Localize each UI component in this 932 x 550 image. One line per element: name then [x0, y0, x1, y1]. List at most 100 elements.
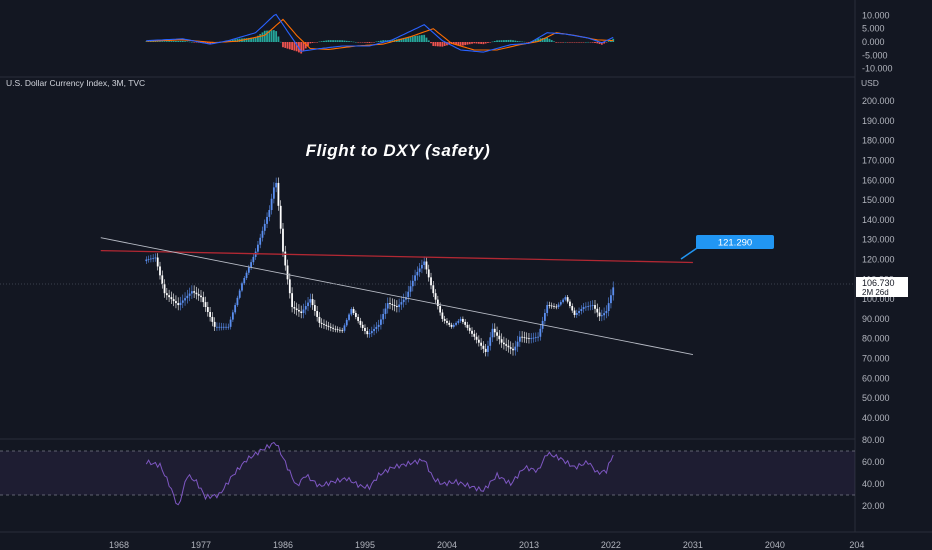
candle-body — [607, 303, 610, 312]
candle-body — [386, 303, 389, 309]
candle-body — [375, 326, 378, 329]
candle-body — [400, 302, 403, 305]
macd-histogram-bar — [272, 30, 275, 42]
candle-body — [448, 322, 451, 325]
macd-histogram-bar — [468, 42, 471, 45]
macd-histogram-bar — [459, 42, 462, 46]
candle-body — [222, 326, 225, 328]
candle-body — [261, 230, 264, 238]
target-badge[interactable] — [696, 235, 774, 249]
candle-body — [154, 257, 157, 259]
candle-body — [491, 328, 494, 338]
candle-body — [245, 272, 248, 279]
macd-histogram-bar — [302, 42, 305, 51]
macd-histogram-bar — [553, 41, 555, 42]
candle-body — [480, 342, 483, 346]
candle-body — [493, 328, 496, 333]
descending-trend-line[interactable] — [100, 237, 694, 356]
candle-body — [181, 300, 184, 303]
candle-body — [318, 316, 321, 323]
candle-body — [368, 333, 371, 335]
candle-body — [247, 267, 250, 273]
macd-histogram-bar — [345, 40, 348, 42]
macd-histogram-bar — [425, 37, 428, 42]
macd-histogram-bar — [284, 42, 287, 48]
price-candles — [145, 177, 615, 357]
macd-histogram-bar — [186, 41, 189, 42]
rsi-tick-label: 60.00 — [862, 457, 885, 467]
macd-histogram-bar — [318, 41, 321, 43]
macd-histogram-bar — [416, 35, 419, 42]
candle-body — [518, 336, 521, 342]
price-tick-label: 50.000 — [862, 393, 890, 403]
candle-body — [161, 275, 164, 285]
macd-histogram-bar — [607, 41, 610, 42]
macd-histogram-bar — [482, 42, 485, 45]
candle-body — [441, 312, 444, 319]
candle-body — [268, 210, 271, 217]
macd-histogram-bar — [514, 40, 517, 42]
candle-body — [272, 187, 275, 199]
candle-body — [257, 244, 259, 252]
time-tick-label: 1968 — [109, 540, 129, 550]
candle-body — [186, 295, 189, 299]
candle-body — [384, 308, 387, 314]
candle-body — [509, 347, 512, 349]
macd-histogram-bar — [332, 40, 334, 42]
macd-histogram-bar — [172, 41, 175, 42]
price-tick-label: 90.000 — [862, 314, 890, 324]
macd-histogram-bar — [432, 42, 435, 46]
candle-body — [482, 345, 485, 349]
candle-body — [571, 306, 574, 311]
time-axis[interactable]: 1968 1977 1986 1995 2004 2013 2022 2031 2040 204 — [109, 540, 864, 550]
annotation-title[interactable]: Flight to DXY (safety) — [306, 141, 491, 160]
candle-body — [172, 299, 175, 302]
target-label: 121.290 — [718, 238, 752, 249]
candle-body — [329, 326, 332, 328]
candle-body — [425, 261, 428, 270]
macd-histogram-bar — [423, 34, 426, 42]
macd-histogram-bar — [521, 41, 524, 43]
macd-histogram-bar — [323, 40, 325, 42]
candle-body — [288, 279, 291, 294]
macd-histogram-bar — [537, 38, 539, 42]
macd-histogram-bar — [259, 34, 262, 42]
macd-histogram-bar — [375, 41, 378, 43]
candle-body — [325, 324, 328, 326]
macd-histogram-bar — [496, 40, 498, 42]
candle-body — [327, 325, 330, 327]
candle-body — [202, 297, 205, 303]
candle-body — [168, 295, 171, 298]
candle-body — [343, 325, 346, 331]
rsi-axis[interactable]: 80.00 60.00 40.00 20.00 — [862, 435, 885, 511]
macd-histogram-bar — [571, 42, 574, 43]
candle-body — [471, 330, 473, 334]
candle-body — [466, 324, 469, 328]
macd-histogram-bar — [177, 41, 180, 42]
macd-histogram-bar — [448, 42, 451, 45]
macd-axis[interactable]: 10.000 5.000 0.000 -5.000 -10.000 — [862, 10, 893, 73]
macd-histogram-bar — [357, 42, 360, 43]
macd-histogram-bar — [505, 40, 508, 42]
macd-histogram-bar — [179, 40, 182, 42]
candle-body — [430, 277, 432, 286]
candle-body — [573, 310, 576, 315]
candle-body — [200, 295, 202, 298]
resistance-line[interactable] — [100, 249, 693, 264]
price-tick-label: 70.000 — [862, 354, 890, 364]
macd-histogram-bar — [443, 42, 446, 46]
macd-histogram-bar — [327, 40, 330, 42]
candle-body — [357, 316, 360, 321]
macd-histogram-bar — [336, 40, 339, 42]
candle-body — [502, 342, 505, 345]
rsi-band — [0, 451, 855, 495]
candle-body — [234, 305, 237, 313]
candle-body — [534, 337, 537, 339]
candle-body — [487, 345, 489, 352]
time-tick-label: 1977 — [191, 540, 211, 550]
candle-body — [341, 330, 344, 332]
candle-body — [359, 320, 362, 325]
macd-histogram-bar — [382, 40, 385, 42]
